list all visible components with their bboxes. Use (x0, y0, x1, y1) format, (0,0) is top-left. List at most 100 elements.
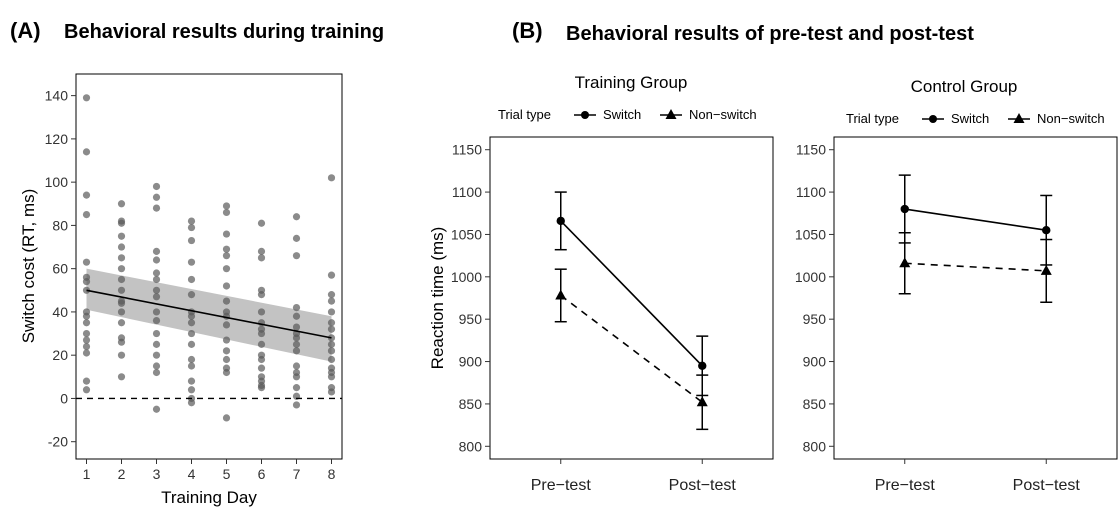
data-point (327, 340, 336, 348)
legend-non-switch-marker (665, 109, 677, 119)
y-tick-label: 40 (52, 304, 68, 320)
data-point (117, 219, 126, 227)
data-point (257, 254, 266, 262)
data-point (187, 386, 196, 394)
data-point (292, 213, 301, 221)
legend-label-switch: Switch (951, 111, 989, 126)
data-point (222, 208, 231, 217)
data-point (152, 362, 161, 370)
data-point (257, 219, 266, 227)
data-point (257, 291, 266, 299)
series-line-non-switch (560, 294, 703, 403)
data-point (257, 340, 266, 348)
series-line-switch (560, 220, 703, 367)
series-line-non-switch (904, 262, 1047, 272)
x-tick-label: 7 (293, 466, 301, 482)
data-point (187, 236, 196, 245)
data-point (292, 340, 301, 348)
data-point (292, 323, 301, 331)
data-point (117, 265, 126, 273)
panel-b-title: Behavioral results of pre-test and post-… (566, 23, 974, 45)
y-tick-label: 20 (52, 347, 68, 363)
data-point (152, 182, 161, 191)
data-point (327, 174, 336, 182)
y-tick-label: 1100 (452, 184, 482, 200)
data-point (117, 319, 126, 327)
data-point (82, 349, 91, 357)
chart-a-xlabel: Training Day (161, 488, 257, 507)
data-point (117, 254, 126, 262)
data-point (82, 312, 91, 320)
training-group-title: Training Group (575, 73, 688, 92)
data-point (327, 388, 336, 396)
training-group-ylabel: Reaction time (ms) (428, 227, 447, 370)
data-point (152, 368, 161, 377)
y-tick-label: 100 (45, 174, 69, 190)
data-point (327, 297, 336, 305)
y-tick-label: 950 (803, 311, 827, 327)
switch-marker (556, 216, 565, 226)
x-tick-label: 5 (223, 466, 231, 482)
data-point (292, 384, 301, 392)
chart-a: Switch cost (RT, ms) Training Day -20 0 20… (19, 73, 343, 507)
data-point (257, 355, 266, 364)
data-point (152, 308, 161, 316)
legend-title: Trial type (498, 107, 551, 122)
x-tick-label: 3 (153, 466, 161, 482)
data-point (327, 355, 336, 364)
data-point (222, 265, 231, 273)
data-point (152, 247, 161, 255)
panel-a-label: (A) (10, 18, 41, 43)
data-point (187, 377, 196, 385)
non-switch-marker (555, 289, 567, 300)
non-switch-marker (1040, 264, 1052, 275)
data-point (222, 282, 231, 290)
data-point (82, 377, 91, 385)
y-tick-label: 60 (52, 261, 68, 277)
y-tick-label: 80 (52, 217, 68, 233)
data-point (222, 297, 231, 305)
data-point (152, 256, 161, 264)
y-tick-label: 900 (803, 354, 827, 370)
data-point (292, 334, 301, 342)
data-point (327, 325, 336, 333)
chart-training-group: Training Group Reaction time (ms) 800 850… (428, 73, 774, 494)
legend-switch-marker (929, 115, 937, 123)
data-point (117, 275, 126, 284)
data-point (222, 230, 231, 238)
data-point (222, 355, 231, 364)
data-point (222, 336, 231, 344)
data-point (82, 319, 91, 327)
confidence-band (86, 268, 332, 362)
switch-marker (698, 361, 707, 370)
data-point (82, 191, 91, 199)
non-switch-marker (696, 396, 708, 407)
legend-label-switch: Switch (603, 107, 641, 122)
data-point (327, 373, 336, 381)
data-point (222, 347, 231, 355)
data-point (117, 299, 126, 307)
legend-label-non-switch: Non−switch (1037, 111, 1105, 126)
chart-a-ylabel: Switch cost (RT, ms) (19, 189, 38, 344)
data-point (327, 347, 336, 355)
data-point (152, 193, 161, 201)
data-point (152, 275, 161, 284)
y-tick-label: -20 (48, 434, 68, 450)
data-point (117, 308, 126, 316)
data-point (117, 232, 126, 240)
data-point (292, 312, 301, 320)
data-point (327, 271, 336, 279)
y-tick-label: 1150 (452, 142, 482, 158)
data-point (152, 293, 161, 301)
x-tick-label: 6 (258, 466, 266, 482)
x-tick-label: 8 (328, 466, 336, 482)
data-point (187, 340, 196, 348)
x-tick-label: Pre−test (875, 477, 936, 494)
series-line-switch (904, 208, 1047, 232)
data-point (117, 286, 126, 294)
data-point (152, 351, 161, 359)
data-point (187, 362, 196, 370)
data-point (152, 329, 161, 338)
y-tick-label: 120 (45, 131, 69, 147)
